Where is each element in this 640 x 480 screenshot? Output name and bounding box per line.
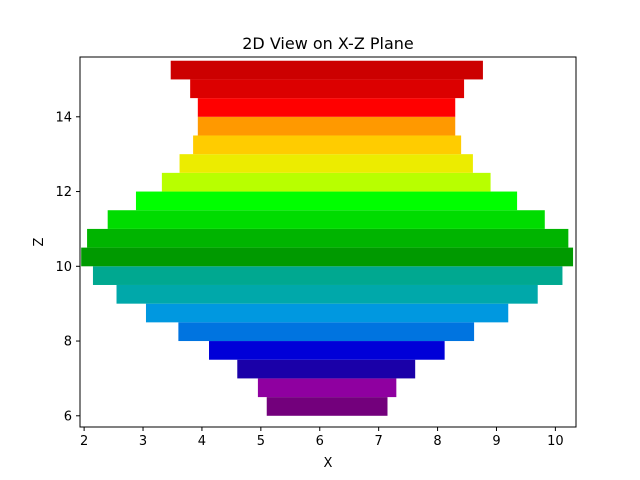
x-tick-label: 9 xyxy=(492,434,500,449)
x-tick-label: 7 xyxy=(375,434,383,449)
plot-frame xyxy=(79,56,577,428)
bar-z-14.25 xyxy=(197,98,456,117)
bar-z-10.25 xyxy=(81,247,574,267)
bar-z-9.75 xyxy=(92,266,563,285)
y-tick-label: 12 xyxy=(55,185,72,200)
bar-z-15.25 xyxy=(170,60,483,80)
bar-z-9.25 xyxy=(116,284,538,304)
y-tick-label: 10 xyxy=(55,260,72,275)
bar-z-6.25 xyxy=(266,397,388,416)
x-tick-label: 4 xyxy=(198,434,206,449)
y-tick-label: 6 xyxy=(64,409,72,424)
bar-z-8.25 xyxy=(178,322,475,342)
bar-z-10.75 xyxy=(87,228,569,248)
y-axis-ticks: 6 8 10 12 14 xyxy=(55,110,80,424)
bar-z-13.25 xyxy=(193,135,462,155)
bar-z-12.25 xyxy=(161,172,491,192)
bar-z-11.25 xyxy=(107,210,545,229)
x-tick-label: 8 xyxy=(433,434,441,449)
x-tick-label: 6 xyxy=(316,434,324,449)
x-tick-label: 3 xyxy=(139,434,147,449)
bar-z-7.75 xyxy=(209,341,445,360)
bar-z-11.75 xyxy=(135,191,518,211)
bars-group xyxy=(81,60,574,416)
bar-z-14.75 xyxy=(190,79,465,99)
x-tick-label: 2 xyxy=(80,434,88,449)
bar-z-7.25 xyxy=(237,359,416,379)
x-axis-label: X xyxy=(324,456,333,471)
y-tick-label: 14 xyxy=(55,110,72,125)
bar-z-8.75 xyxy=(145,303,509,323)
bar-z-6.75 xyxy=(257,378,397,398)
y-axis-label: Z xyxy=(32,237,47,246)
bar-z-13.75 xyxy=(197,116,456,136)
x-tick-label: 10 xyxy=(547,434,564,449)
x-tick-label: 5 xyxy=(257,434,265,449)
x-axis-ticks: 2 3 4 5 6 7 8 9 10 xyxy=(80,427,564,449)
bar-z-12.75 xyxy=(179,154,473,173)
y-tick-label: 8 xyxy=(64,335,72,350)
chart-title: 2D View on X-Z Plane xyxy=(242,34,414,53)
